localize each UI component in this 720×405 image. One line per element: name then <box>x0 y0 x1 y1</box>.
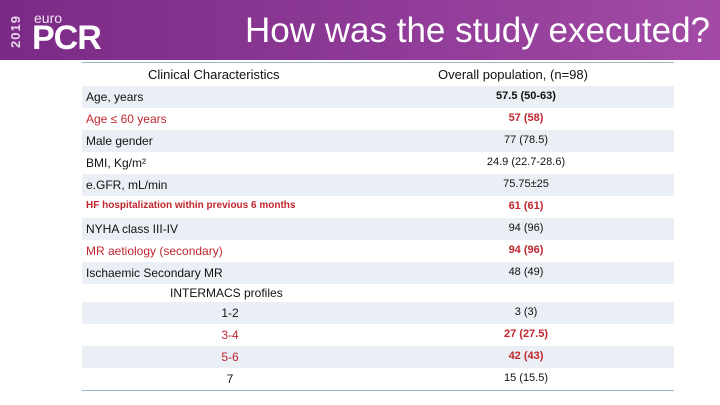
logo-year: 2019 <box>8 15 23 49</box>
row-value: 15 (15.5) <box>503 372 549 384</box>
row-label: 3-4 <box>221 328 239 342</box>
logo-pcr: PCR <box>32 19 102 57</box>
table-row: 1-2 3 (3) <box>82 302 674 324</box>
header-banner: 2019 euro PCR How was the study executed… <box>0 0 720 60</box>
row-label: BMI, Kg/m² <box>86 156 147 170</box>
header-characteristics: Clinical Characteristics <box>148 67 280 82</box>
row-label: MR aetiology (secondary) <box>86 244 223 258</box>
table-body: Age, years 57.5 (50-63) Age ≤ 60 years 57 (… <box>82 86 674 284</box>
row-label: Ischaemic Secondary MR <box>86 266 223 280</box>
row-value: 42 (43) <box>508 350 544 362</box>
row-label: Age, years <box>86 90 144 104</box>
row-label: HF hospitalization within previous 6 mon… <box>86 200 296 211</box>
row-value: 24.9 (22.7-28.6) <box>486 156 566 168</box>
europcr-logo: 2019 euro PCR <box>8 8 138 57</box>
intermacs-subheading: INTERMACS profiles <box>82 284 674 302</box>
table-row: Age, years 57.5 (50-63) <box>82 86 674 108</box>
table-row: BMI, Kg/m² 24.9 (22.7-28.6) <box>82 152 674 174</box>
row-label: 7 <box>226 372 234 386</box>
row-value: 57.5 (50-63) <box>496 90 556 102</box>
row-value: 57 (58) <box>508 112 544 124</box>
table-row: HF hospitalization within previous 6 mon… <box>82 196 674 218</box>
table-row: 3-4 27 (27.5) <box>82 324 674 346</box>
row-value: 75.75±25 <box>503 178 549 190</box>
row-label: Male gender <box>86 134 153 148</box>
slide-title: How was the study executed? <box>245 11 710 50</box>
characteristics-table: Clinical Characteristics Overall populat… <box>82 62 674 391</box>
logo-euro: euro <box>34 10 63 26</box>
table-row: 5-6 42 (43) <box>82 346 674 368</box>
row-label: Age ≤ 60 years <box>86 112 167 126</box>
subheading-label: INTERMACS profiles <box>170 286 283 300</box>
row-label: 1-2 <box>221 306 239 320</box>
table-row: MR aetiology (secondary) 94 (96) <box>82 240 674 262</box>
table-row: Ischaemic Secondary MR 48 (49) <box>82 262 674 284</box>
row-label: e.GFR, mL/min <box>86 178 168 192</box>
row-value: 77 (78.5) <box>503 134 549 146</box>
table-row: 7 15 (15.5) <box>82 368 674 390</box>
table-bottom-rule <box>82 390 674 391</box>
table-header: Clinical Characteristics Overall populat… <box>82 62 674 86</box>
row-value: 27 (27.5) <box>503 328 549 340</box>
row-value: 94 (96) <box>508 222 544 234</box>
table-row: e.GFR, mL/min 75.75±25 <box>82 174 674 196</box>
row-value: 94 (96) <box>508 244 544 256</box>
table-row: Age ≤ 60 years 57 (58) <box>82 108 674 130</box>
row-value: 48 (49) <box>508 266 544 278</box>
table-row: NYHA class III-IV 94 (96) <box>82 218 674 240</box>
intermacs-body: 1-2 3 (3) 3-4 27 (27.5) 5-6 42 (43) 7 15 (15.5) <box>82 302 674 390</box>
header-population: Overall population, (n=98) <box>438 67 588 82</box>
table-row: Male gender 77 (78.5) <box>82 130 674 152</box>
row-label: NYHA class III-IV <box>86 222 179 236</box>
row-label: 5-6 <box>221 350 239 364</box>
row-value: 61 (61) <box>508 200 544 212</box>
row-value: 3 (3) <box>514 306 538 318</box>
